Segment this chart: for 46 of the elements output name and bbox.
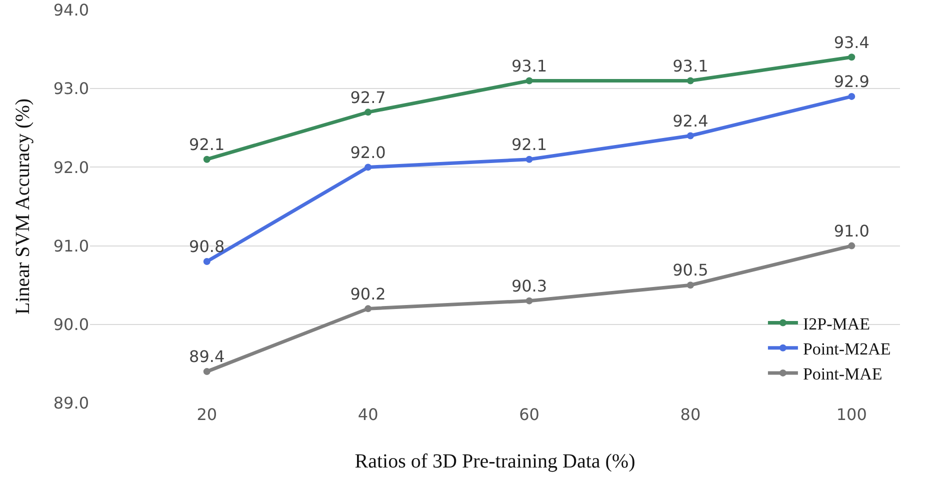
point <box>203 156 210 163</box>
point <box>364 164 372 171</box>
y-tick-label: 93.0 <box>53 79 89 98</box>
x-tick-label: 80 <box>680 405 701 424</box>
point <box>848 242 856 250</box>
x-tick-label: 20 <box>196 405 218 424</box>
data-label: 92.9 <box>834 72 870 92</box>
legend-label: I2P-MAE <box>802 314 870 334</box>
point <box>686 282 694 289</box>
point <box>364 305 372 312</box>
point <box>203 258 210 266</box>
point <box>526 156 533 163</box>
y-tick-label: 90.0 <box>53 315 89 334</box>
data-label: 90.3 <box>511 276 548 296</box>
y-tick-label: 89.0 <box>53 394 89 413</box>
x-tick-label: 100 <box>836 405 867 424</box>
data-label: 90.2 <box>350 284 386 304</box>
point <box>686 132 694 140</box>
point <box>848 92 856 100</box>
data-label: 90.5 <box>672 260 708 280</box>
x-tick-label: 40 <box>358 405 378 424</box>
x-axis-title: Ratios of 3D Pre-training Data (%) <box>354 450 636 472</box>
y-tick-label: 94.0 <box>53 0 89 20</box>
point <box>526 297 533 304</box>
data-label: 93.1 <box>672 56 708 76</box>
y-tick-label: 91.0 <box>53 236 89 256</box>
data-label: 90.8 <box>189 237 225 256</box>
data-label: 93.4 <box>834 32 870 52</box>
data-label: 92.0 <box>350 142 386 162</box>
data-label: 93.1 <box>511 56 548 76</box>
x-tick-label: 60 <box>519 405 540 424</box>
y-axis-title: Linear SVM Accuracy (%) <box>12 98 34 315</box>
point <box>364 108 372 116</box>
point <box>203 368 210 376</box>
legend-label: Point-MAE <box>802 364 882 384</box>
data-label: 92.1 <box>511 134 548 154</box>
data-label: 92.1 <box>189 134 225 154</box>
data-label: 91.0 <box>834 221 870 240</box>
point <box>848 54 856 61</box>
point <box>526 77 533 84</box>
point <box>686 77 694 84</box>
data-label: 92.7 <box>350 88 386 107</box>
data-label: 89.4 <box>189 347 225 366</box>
legend-label: Point-M2AE <box>802 339 891 358</box>
y-tick-label: 92.0 <box>53 158 89 177</box>
data-label: 92.4 <box>672 111 708 130</box>
